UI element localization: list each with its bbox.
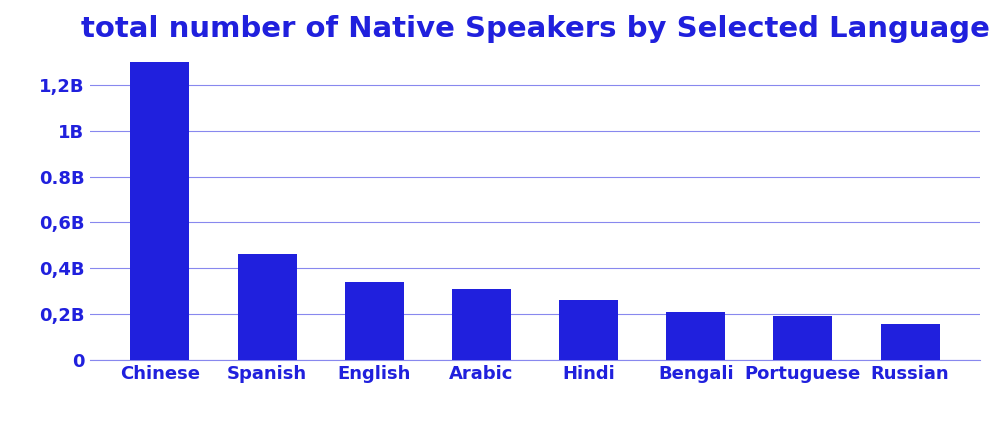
Bar — [773, 316, 832, 360]
Title: total number of Native Speakers by Selected Language: total number of Native Speakers by Selec… — [81, 15, 989, 43]
Bar — [452, 288, 511, 360]
Bar — [238, 254, 297, 360]
Bar — [666, 311, 725, 360]
Bar — [345, 282, 404, 360]
Bar — [559, 300, 618, 360]
Bar — [130, 62, 189, 360]
Bar — [881, 324, 940, 360]
